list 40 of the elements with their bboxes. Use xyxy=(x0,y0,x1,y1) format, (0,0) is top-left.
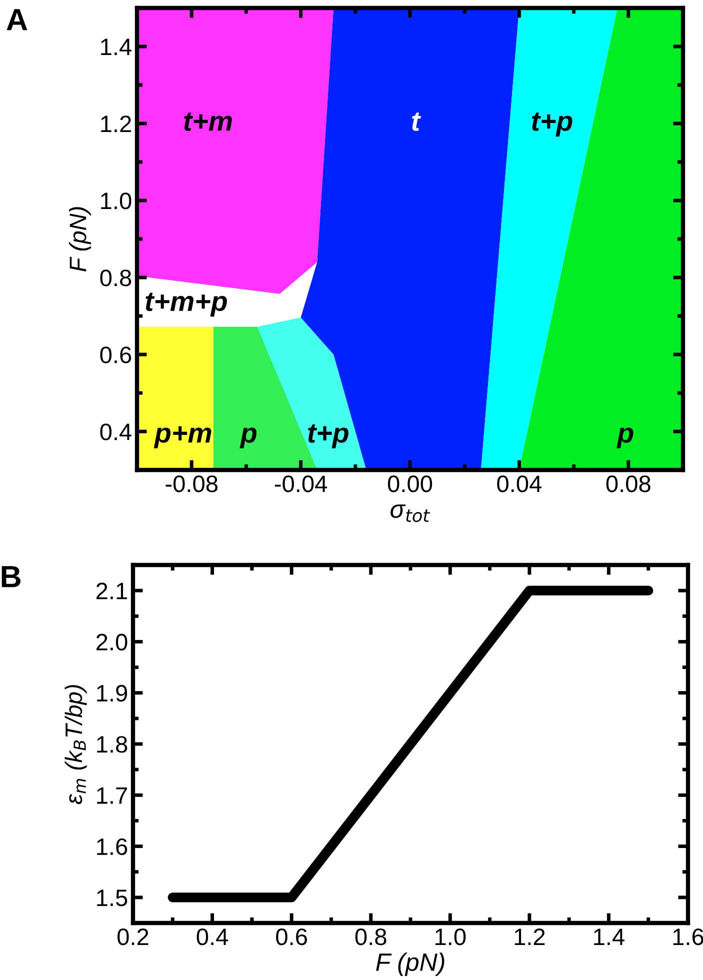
x-tick-label: 0.04 xyxy=(497,475,542,492)
x-tick-label: 1.0 xyxy=(436,928,466,946)
chart-title: B xyxy=(2,566,20,588)
chart-title: A xyxy=(6,9,28,30)
y-tick-label: 1.7 xyxy=(97,787,127,804)
x-tick-label: 1.6 xyxy=(673,928,703,946)
annotation: t+m+p xyxy=(146,292,227,317)
x-tick-label: 0.08 xyxy=(606,475,650,492)
x-tick-label: -0.08 xyxy=(166,475,218,492)
y-axis-title: F (pN) xyxy=(68,207,91,272)
x-tick-label: -0.04 xyxy=(274,475,328,492)
annotation: t xyxy=(412,112,422,131)
x-tick-label: 0.4 xyxy=(196,928,228,946)
y-axis-title: ε$_{m}$ (k$_{B}$T/bp) xyxy=(64,685,87,804)
y-tick-label: 2.0 xyxy=(96,634,128,650)
x-axis-title: σ$_{tot}$ xyxy=(390,504,430,522)
x-tick-label: 0.2 xyxy=(118,928,148,946)
annotation: p xyxy=(240,428,257,448)
x-tick-label: 0.8 xyxy=(355,928,386,946)
y-tick-label: 0.4 xyxy=(100,424,132,440)
y-tick-label: 1.6 xyxy=(97,838,128,856)
x-tick-label: 0.6 xyxy=(276,928,307,946)
y-tick-label: 1.4 xyxy=(101,38,132,56)
annotation: t+m xyxy=(184,112,232,131)
y-tick-label: 0.8 xyxy=(100,270,132,286)
x-tick-label: 1.2 xyxy=(514,928,545,945)
y-tick-label: 0.6 xyxy=(100,346,132,364)
y-tick-label: 1.2 xyxy=(101,116,131,132)
x-axis-title: F (pN) xyxy=(376,952,444,976)
annotation: p+m xyxy=(154,426,212,448)
x-tick-label: 1.4 xyxy=(594,928,624,945)
annotation: t+p xyxy=(308,424,348,448)
x-tick-label: 0.00 xyxy=(388,475,432,492)
y-tick-label: 1.8 xyxy=(97,736,128,753)
y-tick-label: 2.1 xyxy=(96,582,127,600)
y-tick-label: 1.0 xyxy=(101,192,132,210)
y-tick-label: 1.5 xyxy=(97,890,128,906)
y-tick-label: 1.9 xyxy=(97,684,128,702)
annotation: t+p xyxy=(532,112,572,136)
annotation: p xyxy=(616,428,634,448)
